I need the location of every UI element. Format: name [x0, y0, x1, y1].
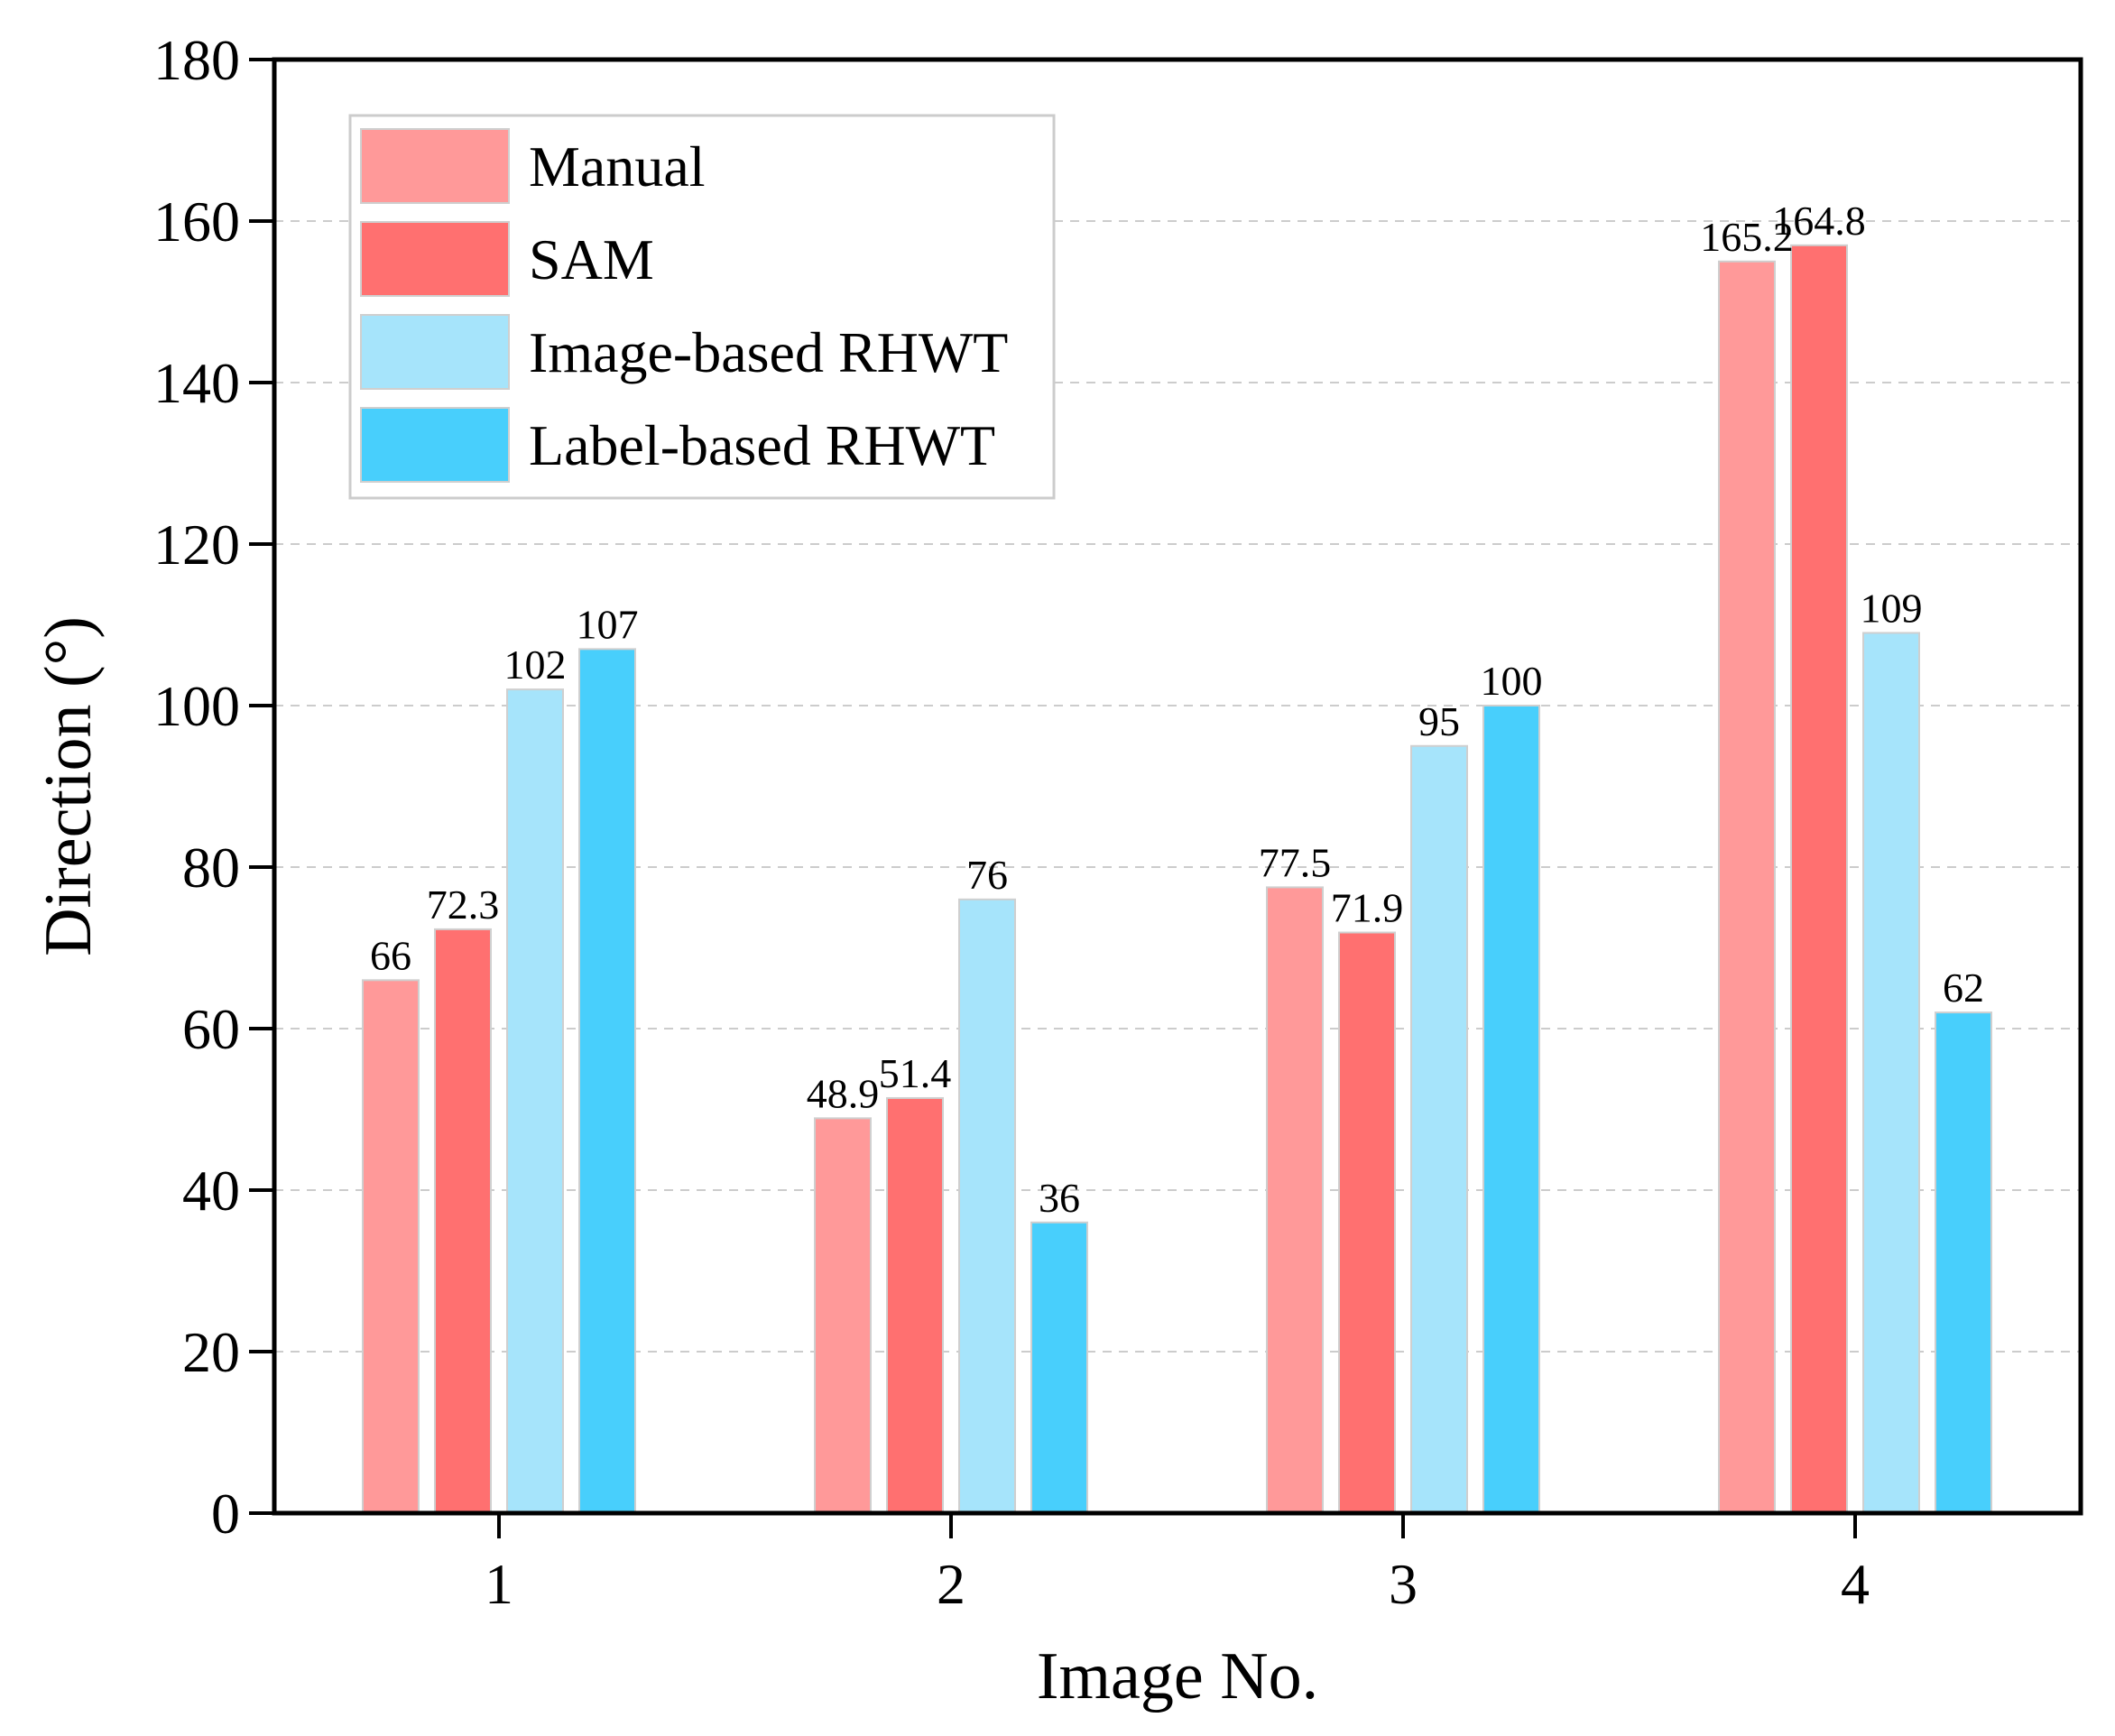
data-label-series-1-cat-2: 71.9	[1331, 884, 1404, 930]
bar-series-3-cat-1	[1030, 1221, 1088, 1515]
data-label-series-0-cat-1: 48.9	[807, 1070, 880, 1116]
data-label-series-3-cat-1: 36	[1039, 1175, 1080, 1221]
legend-label-2: Image-based RHWT	[529, 320, 1008, 384]
y-tick-label-100: 100	[153, 674, 240, 738]
y-tick-label-180: 180	[153, 28, 240, 92]
data-label-series-1-cat-3: 164.8	[1772, 198, 1866, 244]
plot-frame	[272, 57, 2083, 1516]
y-tick-label-0: 0	[211, 1482, 240, 1546]
legend: Manual SAM Image-based RHWT Label-based RHW…	[348, 114, 1056, 500]
bar-series-1-cat-2	[1338, 931, 1396, 1514]
data-label-series-2-cat-3: 109	[1861, 585, 1923, 631]
data-label-series-3-cat-3: 62	[1943, 965, 1984, 1011]
bar-series-2-cat-2	[1410, 744, 1468, 1514]
y-tick-label-60: 60	[182, 997, 240, 1061]
legend-swatch-3	[360, 407, 510, 483]
data-label-series-1-cat-1: 51.4	[879, 1050, 952, 1096]
bar-series-1-cat-3	[1790, 244, 1848, 1515]
data-label-series-2-cat-0: 102	[504, 642, 567, 688]
bar-layer	[362, 244, 1992, 1515]
data-label-series-0-cat-2: 77.5	[1259, 839, 1332, 885]
bar-series-2-cat-3	[1862, 632, 1920, 1514]
data-label-series-2-cat-2: 95	[1418, 698, 1460, 744]
bar-series-2-cat-0	[506, 688, 564, 1514]
legend-swatch-0	[360, 128, 510, 204]
data-label-series-0-cat-3: 165.2	[1700, 214, 1794, 260]
data-label-layer: 66 48.9 77.5 165.2 72.3 51.4 71.9 164.8 102 76 95 1…	[370, 198, 1984, 1221]
bar-series-0-cat-1	[814, 1117, 872, 1514]
legend-swatch-2	[360, 314, 510, 390]
data-label-series-2-cat-1: 76	[966, 852, 1008, 898]
bar-series-2-cat-1	[958, 898, 1016, 1514]
data-label-series-3-cat-2: 100	[1481, 658, 1543, 704]
y-tick-label-160: 160	[153, 189, 240, 254]
x-tick-label-2: 2	[937, 1552, 965, 1616]
x-tick-label-3: 3	[1389, 1552, 1418, 1616]
y-tick-label-40: 40	[182, 1159, 240, 1223]
x-tick-label-1: 1	[485, 1552, 513, 1616]
legend-swatch-1	[360, 221, 510, 297]
bar-series-0-cat-3	[1718, 260, 1776, 1514]
bar-series-0-cat-2	[1266, 886, 1324, 1514]
x-tick-label-4: 4	[1841, 1552, 1870, 1616]
legend-label-0: Manual	[529, 134, 706, 199]
data-label-series-1-cat-0: 72.3	[427, 882, 500, 928]
y-tick-label-140: 140	[153, 351, 240, 415]
y-tick-label-20: 20	[182, 1320, 240, 1384]
bar-series-3-cat-0	[578, 648, 636, 1514]
legend-label-1: SAM	[529, 227, 654, 291]
y-tick-label-120: 120	[153, 512, 240, 577]
bar-series-3-cat-2	[1482, 705, 1540, 1514]
data-label-series-3-cat-0: 107	[577, 601, 639, 647]
data-label-series-0-cat-0: 66	[370, 932, 411, 978]
y-tick-label-80: 80	[182, 836, 240, 900]
bar-series-1-cat-0	[434, 928, 492, 1515]
axis-layer: 0 20 40 60 80 100 120 140 160 180 1 2 3 4	[153, 28, 2083, 1616]
bar-series-3-cat-3	[1935, 1011, 1992, 1514]
x-axis-title: Image No.	[1037, 1639, 1318, 1713]
bar-series-1-cat-1	[886, 1096, 944, 1514]
bar-series-0-cat-0	[362, 979, 420, 1515]
legend-label-3: Label-based RHWT	[529, 413, 995, 477]
y-axis-title: Direction (°)	[32, 616, 106, 956]
